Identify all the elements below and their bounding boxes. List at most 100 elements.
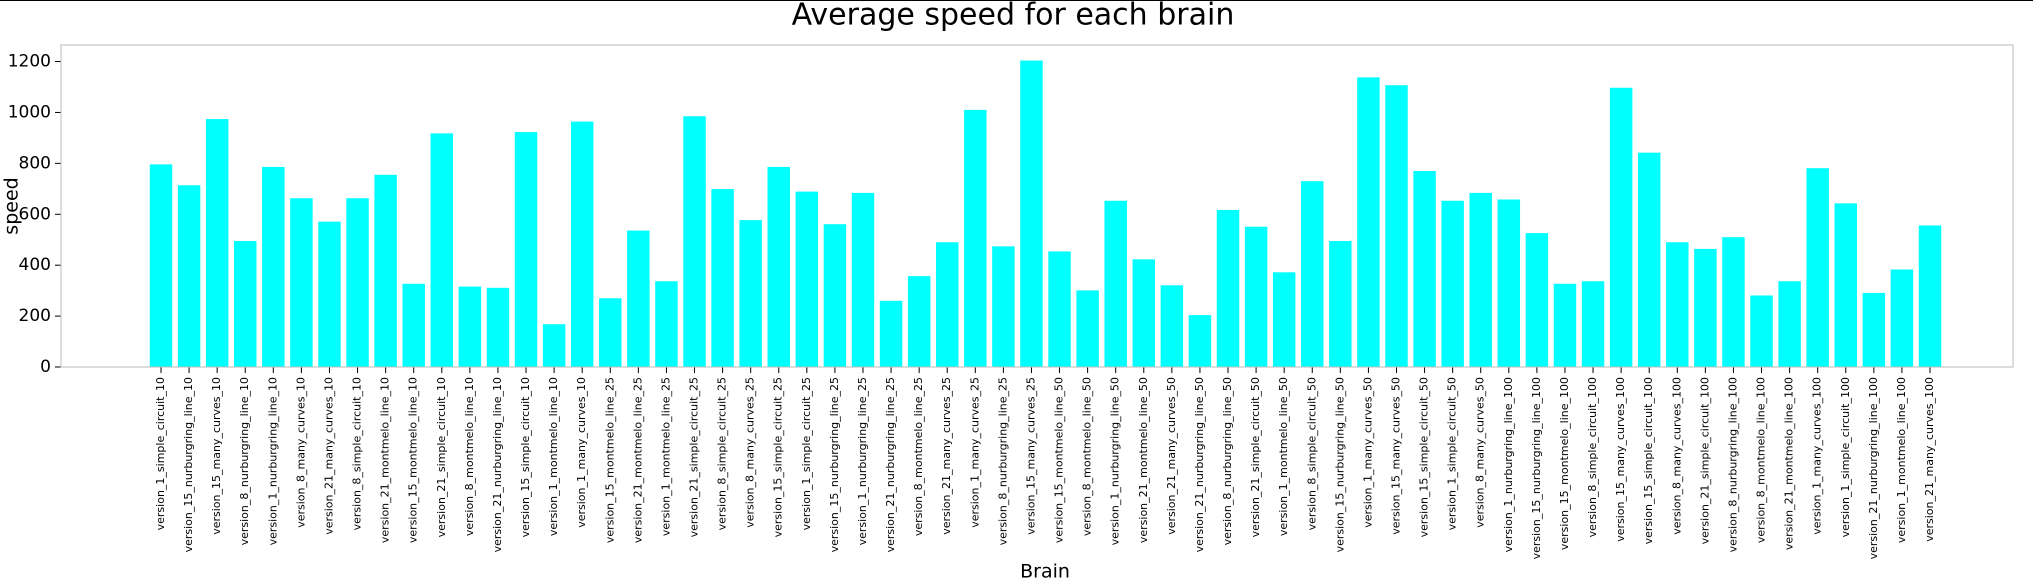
bar — [486, 287, 510, 367]
bar — [599, 298, 622, 367]
bar — [1553, 283, 1577, 367]
x-tick-label: version_1_simple_circuit_25 — [800, 377, 813, 530]
x-tick-label: version_21_simple_circuit_10 — [435, 377, 448, 537]
bar — [1329, 241, 1352, 367]
bar — [1132, 259, 1156, 367]
x-tick-label: version_15_nurburgring_line_100 — [1530, 377, 1543, 559]
bar — [1497, 199, 1521, 367]
x-tick-label: version_8_simple_circuit_10 — [351, 377, 364, 530]
x-tick-label: version_8_many_curves_50 — [1474, 377, 1487, 528]
x-tick-label: version_8_montmelo_line_25 — [912, 377, 925, 536]
bar — [1413, 171, 1436, 367]
x-tick-label: version_8_simple_circuit_50 — [1305, 377, 1318, 530]
x-tick-label: version_15_many_curves_10 — [210, 377, 223, 535]
bar — [823, 224, 847, 367]
x-tick-label: version_15_montmelo_line_25 — [603, 377, 616, 543]
bar — [514, 132, 538, 367]
bar — [1862, 292, 1886, 367]
bar — [1778, 281, 1801, 367]
y-tick-label: 200 — [19, 306, 51, 326]
y-axis-label: speed — [1, 177, 23, 234]
bar — [1244, 226, 1268, 367]
x-tick-label: version_1_montmelo_line_100 — [1895, 377, 1908, 543]
x-tick-label: version_8_montmelo_line_10 — [463, 377, 476, 536]
x-tick-label: version_8_nurburgring_line_25 — [996, 377, 1009, 545]
x-tick-label: version_21_nurburgring_line_10 — [491, 377, 504, 552]
x-tick-label: version_15_many_curves_25 — [1024, 377, 1037, 535]
x-tick-label: version_1_simple_circuit_10 — [154, 377, 167, 530]
bar — [1385, 85, 1408, 367]
bar — [1216, 209, 1240, 367]
y-tick-label: 1000 — [8, 102, 51, 122]
y-tick-label: 1200 — [8, 52, 51, 72]
x-axis-label: Brain — [1020, 561, 1070, 583]
bar — [205, 119, 229, 367]
x-tick-label: version_8_many_curves_100 — [1670, 377, 1683, 535]
x-tick-label: version_8_simple_circuit_100 — [1586, 377, 1599, 537]
y-tick-label: 0 — [40, 357, 51, 377]
bar — [1834, 203, 1857, 367]
x-tick-label: version_15_nurburgring_line_50 — [1333, 377, 1346, 552]
bar — [290, 198, 313, 367]
x-tick-label: version_15_simple_circuit_50 — [1418, 377, 1431, 537]
x-tick-label: version_21_nurburgring_line_50 — [1193, 377, 1206, 552]
bar — [1525, 233, 1549, 367]
x-tick-label: version_8_montmelo_line_100 — [1755, 377, 1768, 543]
chart-title: Average speed for each brain — [792, 0, 1235, 33]
bar — [907, 276, 931, 367]
x-tick-label: version_15_many_curves_100 — [1614, 377, 1627, 542]
bar — [430, 133, 454, 367]
x-tick-label: version_1_many_curves_100 — [1811, 377, 1824, 535]
x-tick-label: version_21_nurburgring_line_100 — [1867, 377, 1880, 559]
x-tick-label: version_21_many_curves_25 — [940, 377, 953, 535]
x-tick-label: version_8_nurburgring_line_10 — [238, 377, 251, 545]
bar — [964, 109, 987, 367]
bar — [1750, 295, 1773, 367]
x-tick-label: version_21_montmelo_line_50 — [1137, 377, 1150, 543]
x-tick-label: version_15_simple_circuit_10 — [519, 377, 532, 537]
x-tick-label: version_8_nurburgring_line_100 — [1726, 377, 1739, 552]
x-tick-label: version_21_simple_circuit_25 — [688, 377, 701, 537]
bar — [1160, 285, 1184, 367]
x-tick-label: version_1_nurburgring_line_100 — [1502, 377, 1515, 552]
x-tick-label: version_15_nurburgring_line_25 — [828, 377, 841, 552]
bar — [570, 121, 594, 367]
bar — [1581, 281, 1605, 367]
bar — [1441, 200, 1464, 367]
x-tick-label: version_21_simple_circuit_100 — [1698, 377, 1711, 544]
bar — [1188, 315, 1212, 367]
bar — [767, 166, 790, 367]
x-tick-label: version_21_montmelo_line_25 — [631, 377, 644, 543]
bar — [262, 166, 285, 367]
bar — [234, 241, 257, 367]
bar — [542, 324, 566, 367]
x-tick-label: version_15_many_curves_50 — [1389, 377, 1402, 535]
x-tick-label: version_15_montmelo_line_100 — [1558, 377, 1571, 550]
x-tick-label: version_15_simple_circuit_100 — [1642, 377, 1655, 544]
y-tick-label: 600 — [19, 204, 51, 224]
bar — [1357, 77, 1380, 367]
bar — [177, 185, 201, 367]
x-tick-label: version_21_many_curves_10 — [322, 377, 335, 535]
bar — [1694, 248, 1717, 367]
bar — [1272, 272, 1296, 367]
x-tick-label: version_1_montmelo_line_25 — [659, 377, 672, 536]
x-tick-label: version_8_simple_circuit_25 — [716, 377, 729, 530]
bar — [1469, 192, 1492, 367]
x-tick-label: version_1_nurburgring_line_25 — [856, 377, 869, 545]
x-tick-label: version_15_simple_circuit_25 — [772, 377, 785, 537]
bar — [1104, 200, 1127, 367]
x-tick-label: version_1_many_curves_50 — [1361, 377, 1374, 528]
x-tick-label: version_1_many_curves_25 — [968, 377, 981, 528]
x-tick-label: version_1_many_curves_10 — [575, 377, 588, 528]
bar — [318, 221, 341, 367]
bar — [1609, 87, 1633, 367]
x-tick-label: version_21_simple_circuit_50 — [1249, 377, 1262, 537]
bar — [1806, 168, 1829, 367]
bar — [149, 164, 173, 367]
x-tick-label: version_15_nurburgring_line_10 — [182, 377, 195, 552]
x-tick-label: version_21_many_curves_50 — [1165, 377, 1178, 535]
x-tick-label: version_21_montmelo_line_100 — [1783, 377, 1796, 550]
bar — [1076, 290, 1099, 367]
